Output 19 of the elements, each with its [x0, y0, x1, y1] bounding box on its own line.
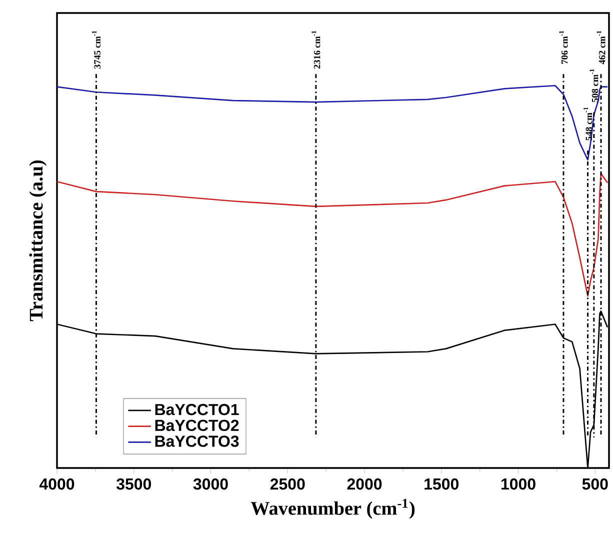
legend-label: BaYCCTO2 — [155, 420, 239, 432]
ref-line-label: 462 cm$^{-1}$ — [596, 30, 606, 64]
x-tick-label: 3000 — [193, 478, 228, 490]
ref-line-label: 548 cm$^{-1}$ — [584, 107, 592, 140]
legend-label: BaYCCTO3 — [155, 436, 239, 447]
x-tick-label: 4000 — [39, 478, 74, 490]
ref-line-label: 508 cm$^{-1}$ — [590, 69, 598, 102]
ref-line-label: 3745 cm$^{-1}$ — [92, 30, 100, 69]
x-tick-label: 2500 — [270, 478, 305, 490]
x-axis-title: Wavenumber (cm$^{-1}$) — [250, 498, 415, 519]
ref-line-label: 2316 cm$^{-1}$ — [312, 30, 320, 69]
x-tick-label: 1000 — [501, 478, 536, 490]
ref-line-label: 706 cm$^{-1}$ — [559, 30, 568, 64]
legend-label: BaYCCTO1 — [155, 404, 239, 416]
x-tick-label: 2000 — [347, 478, 382, 490]
x-tick-label: 1500 — [424, 478, 459, 490]
y-axis-title: Transmittance (a.u) — [29, 160, 47, 322]
x-tick-label: 3500 — [116, 478, 152, 490]
x-tick-label: 500 — [582, 478, 608, 490]
